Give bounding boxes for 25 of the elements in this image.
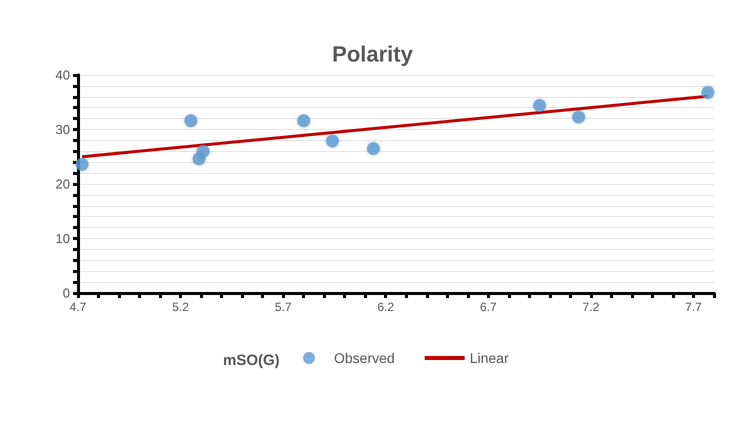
- x-tick-label: 7.2: [582, 300, 600, 314]
- legend-label: Observed: [334, 350, 395, 366]
- y-tick-label: 10: [56, 231, 70, 246]
- x-tick-label: 5.2: [172, 300, 190, 314]
- legend-label: Linear: [470, 350, 509, 366]
- x-tick-label: 6.2: [377, 300, 394, 314]
- point: [326, 134, 339, 148]
- y-tick-label: 40: [56, 68, 70, 82]
- point: [572, 110, 586, 124]
- x-tick-label: 6.7: [480, 300, 497, 314]
- point: [76, 158, 89, 171]
- point: [297, 114, 310, 128]
- legend-title: mSO(G): [223, 352, 280, 369]
- chart-title: Polarity: [332, 42, 414, 66]
- y-tick-label: 0: [62, 286, 70, 300]
- y-tick-label: 20: [56, 176, 70, 192]
- point: [196, 144, 210, 158]
- x-tick-label: 4.7: [70, 300, 87, 314]
- point: [533, 99, 546, 112]
- point: [184, 114, 198, 128]
- point: [366, 142, 380, 156]
- x-tick-label: 5.7: [274, 300, 292, 314]
- x-tick-label: 7.7: [685, 300, 702, 314]
- point: [701, 86, 714, 99]
- y-tick-label: 30: [56, 122, 70, 137]
